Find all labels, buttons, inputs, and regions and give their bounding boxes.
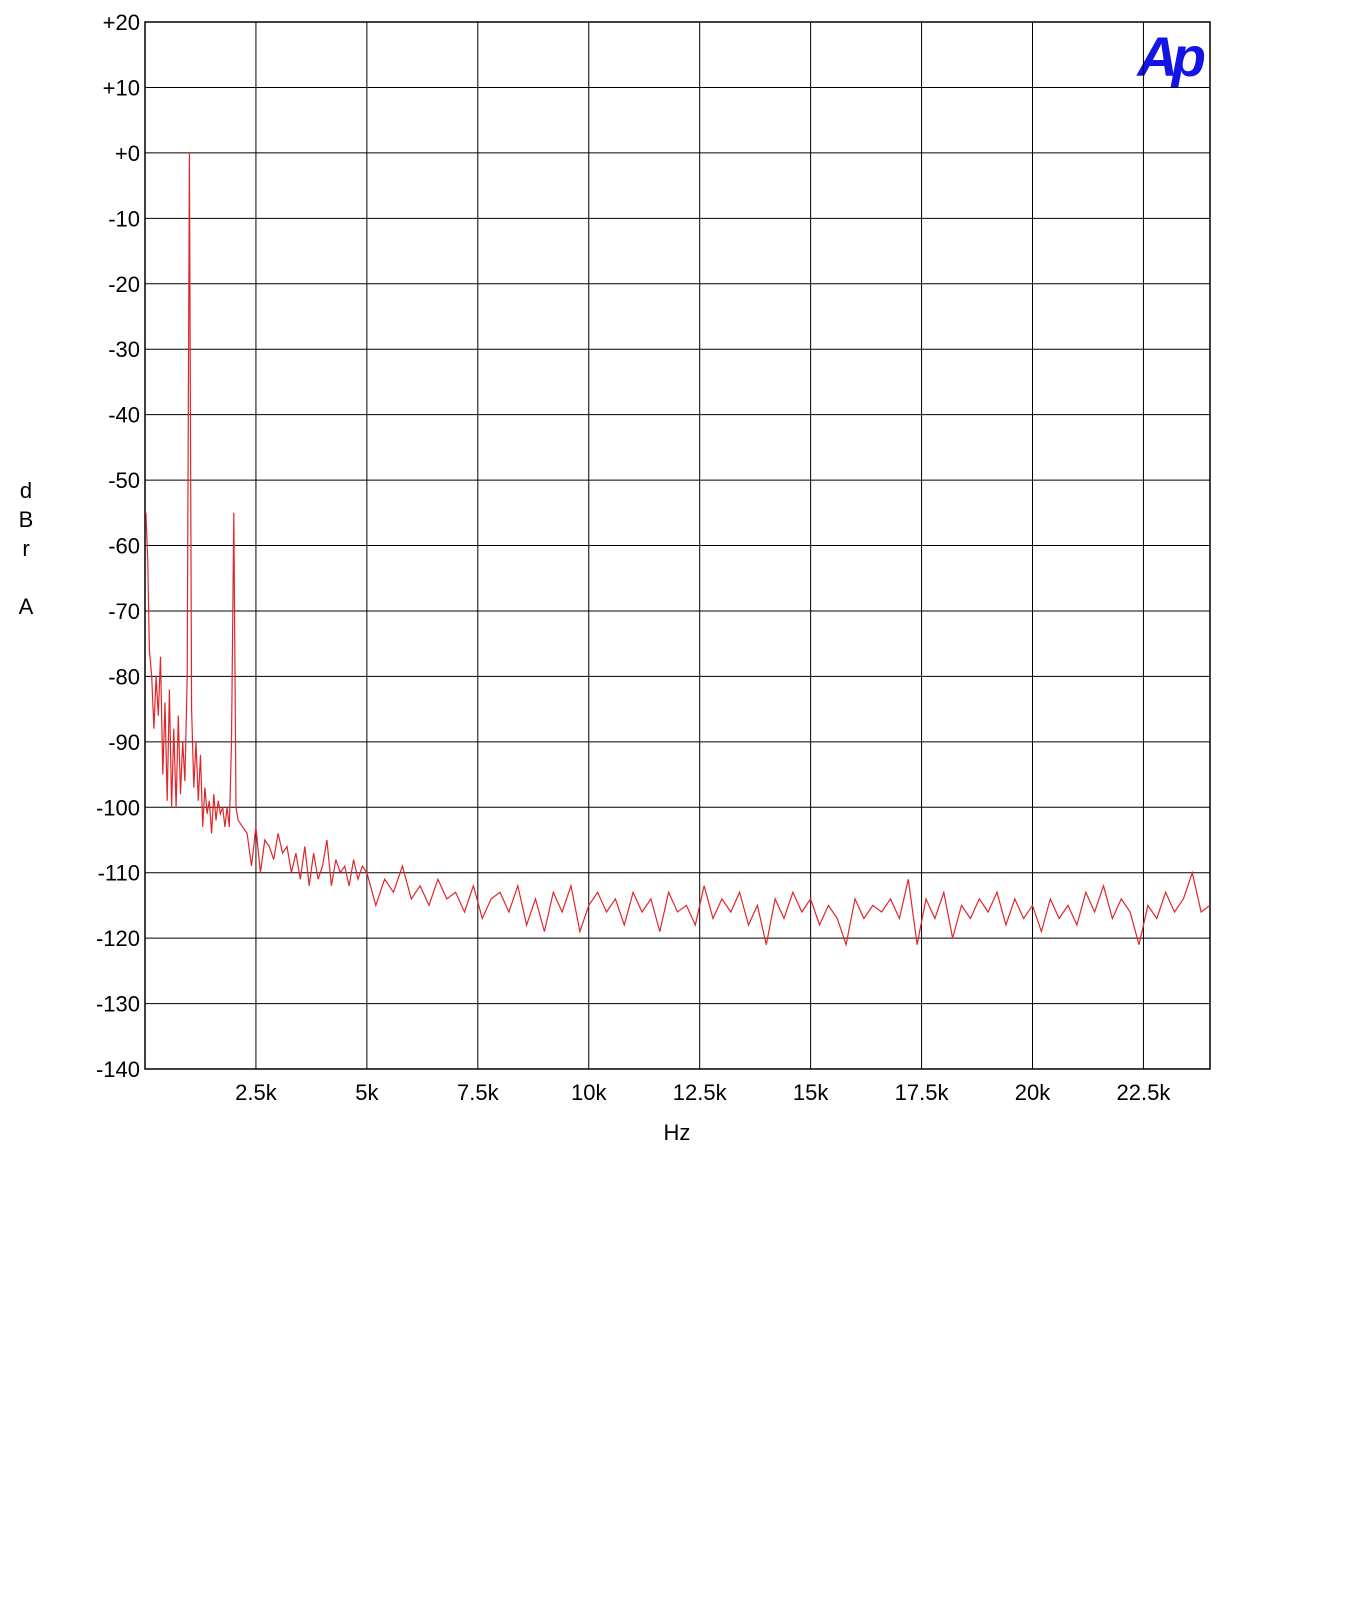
x-tick-label: 12.5k: [673, 1080, 728, 1105]
x-tick-label: 2.5k: [235, 1080, 278, 1105]
y-tick-label: -70: [108, 599, 140, 624]
plot-border: [144, 21, 1211, 1070]
y-tick-label: +0: [115, 141, 140, 166]
y-tick-label: -10: [108, 206, 140, 231]
x-tick-label: 22.5k: [1117, 1080, 1172, 1105]
y-tick-label: -90: [108, 730, 140, 755]
y-tick-label: -60: [108, 534, 140, 559]
x-tick-label: 7.5k: [457, 1080, 500, 1105]
x-tick-label: 20k: [1015, 1080, 1051, 1105]
x-tick-label: 5k: [355, 1080, 379, 1105]
data-line: [145, 152, 1211, 948]
logo: Ap: [1135, 25, 1204, 88]
y-tick-label: -20: [108, 272, 140, 297]
y-tick-label: -30: [108, 337, 140, 362]
y-tick-label: +10: [103, 75, 140, 100]
y-tick-label: -100: [96, 795, 140, 820]
y-tick-label: +20: [103, 10, 140, 35]
x-tick-label: 10k: [571, 1080, 607, 1105]
y-tick-label: -50: [108, 468, 140, 493]
y-tick-label: -40: [108, 403, 140, 428]
y-axis-label: dBr A: [14, 478, 39, 623]
y-tick-label: -120: [96, 926, 140, 951]
x-axis-label: Hz: [664, 1120, 691, 1145]
y-tick-label: -110: [98, 861, 140, 886]
y-tick-label: -130: [96, 992, 140, 1017]
x-tick-label: 15k: [793, 1080, 829, 1105]
x-tick-label: 17.5k: [895, 1080, 950, 1105]
y-tick-label: -80: [108, 664, 140, 689]
y-tick-label: -140: [96, 1057, 140, 1082]
